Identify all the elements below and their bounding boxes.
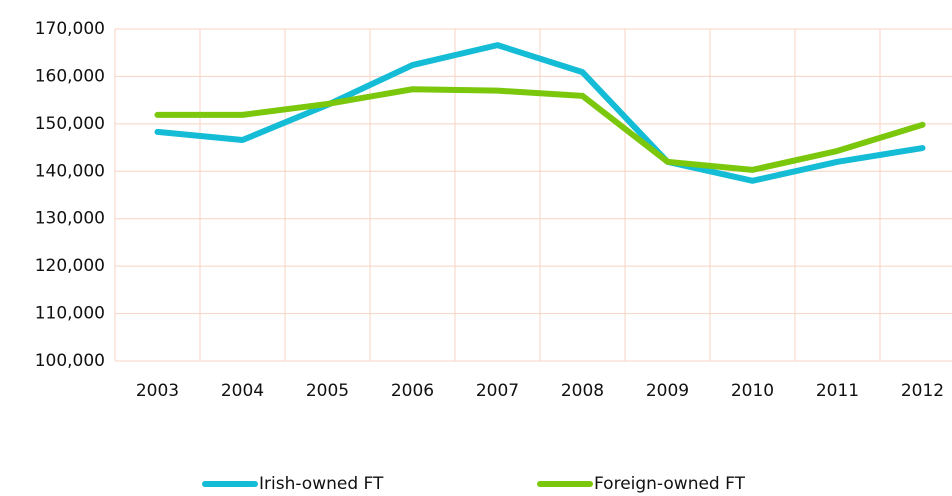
legend-item: Foreign-owned FT xyxy=(537,474,746,494)
x-tick-label: 2010 xyxy=(731,381,774,401)
x-tick-label: 2007 xyxy=(476,381,519,401)
y-tick-label: 110,000 xyxy=(35,304,105,324)
x-tick-label: 2012 xyxy=(901,381,944,401)
x-tick-label: 2003 xyxy=(136,381,179,401)
legend-label: Irish-owned FT xyxy=(259,474,384,494)
y-tick-label: 160,000 xyxy=(35,66,105,86)
x-tick-label: 2009 xyxy=(646,381,689,401)
series-line xyxy=(154,86,926,173)
x-tick-label: 2004 xyxy=(221,381,264,401)
x-tick-label: 2006 xyxy=(391,381,434,401)
y-tick-label: 170,000 xyxy=(35,19,105,39)
y-tick-label: 140,000 xyxy=(35,161,105,181)
series-line xyxy=(154,42,926,184)
y-tick-label: 100,000 xyxy=(35,351,105,371)
legend-item: Irish-owned FT xyxy=(202,474,384,494)
x-tick-label: 2011 xyxy=(816,381,859,401)
y-tick-label: 150,000 xyxy=(35,114,105,134)
x-tick-label: 2005 xyxy=(306,381,349,401)
legend-label: Foreign-owned FT xyxy=(594,474,746,494)
y-tick-label: 120,000 xyxy=(35,256,105,276)
y-tick-label: 130,000 xyxy=(35,209,105,229)
x-tick-label: 2008 xyxy=(561,381,604,401)
